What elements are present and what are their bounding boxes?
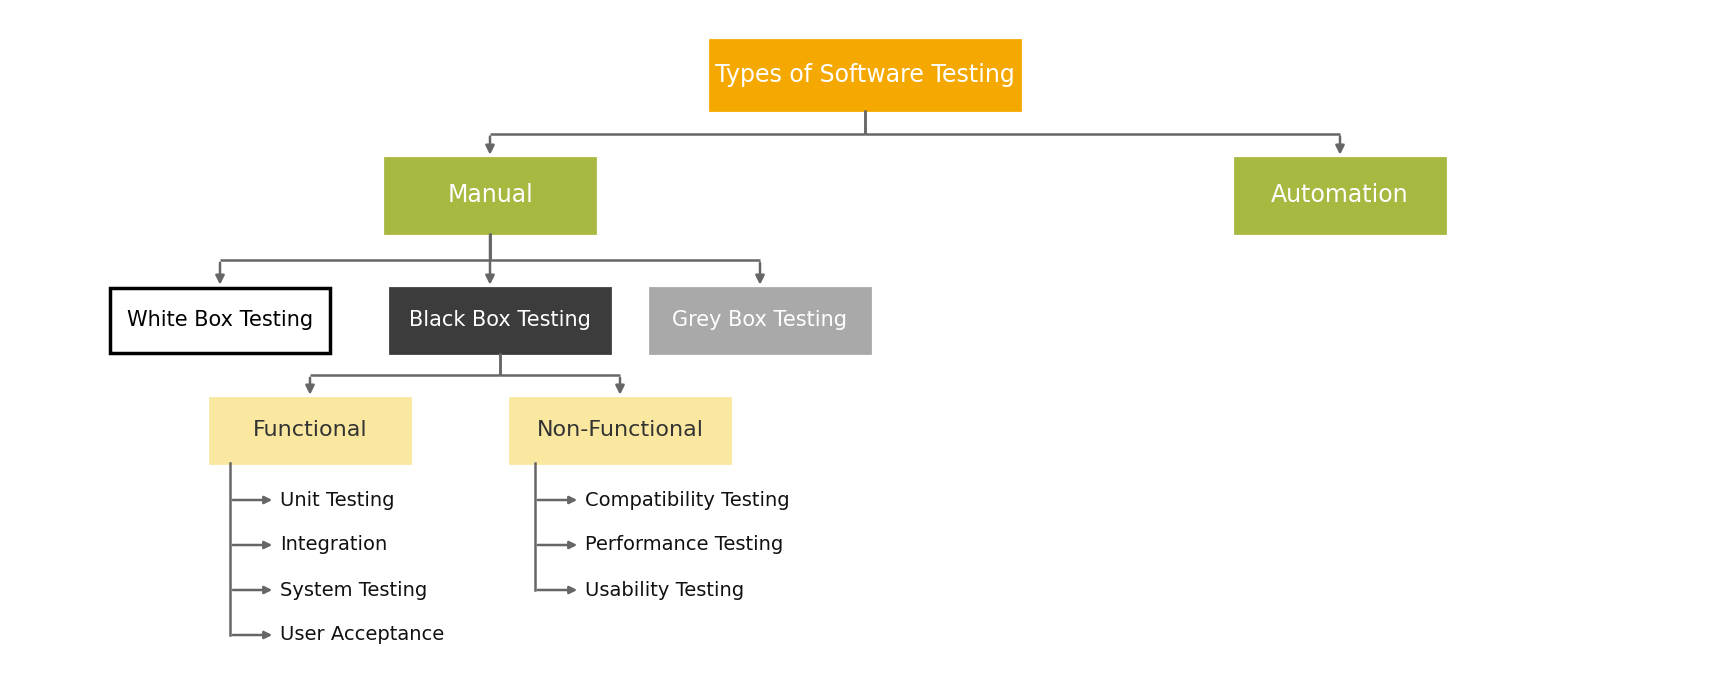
Text: Black Box Testing: Black Box Testing (408, 310, 592, 330)
Text: Performance Testing: Performance Testing (585, 535, 784, 554)
Text: Automation: Automation (1272, 183, 1408, 207)
FancyBboxPatch shape (510, 397, 730, 463)
Text: Usability Testing: Usability Testing (585, 581, 744, 600)
FancyBboxPatch shape (709, 40, 1021, 110)
Text: Functional: Functional (253, 420, 367, 440)
FancyBboxPatch shape (111, 288, 330, 352)
Text: Types of Software Testing: Types of Software Testing (714, 63, 1016, 87)
Text: Unit Testing: Unit Testing (280, 491, 394, 510)
FancyBboxPatch shape (650, 288, 870, 352)
Text: User Acceptance: User Acceptance (280, 625, 445, 644)
Text: Non-Functional: Non-Functional (536, 420, 704, 440)
Text: Grey Box Testing: Grey Box Testing (673, 310, 848, 330)
Text: White Box Testing: White Box Testing (126, 310, 313, 330)
FancyBboxPatch shape (386, 158, 595, 232)
Text: System Testing: System Testing (280, 581, 427, 600)
FancyBboxPatch shape (389, 288, 611, 352)
Text: Compatibility Testing: Compatibility Testing (585, 491, 789, 510)
Text: Integration: Integration (280, 535, 388, 554)
FancyBboxPatch shape (1235, 158, 1445, 232)
Text: Manual: Manual (446, 183, 533, 207)
FancyBboxPatch shape (209, 397, 410, 463)
